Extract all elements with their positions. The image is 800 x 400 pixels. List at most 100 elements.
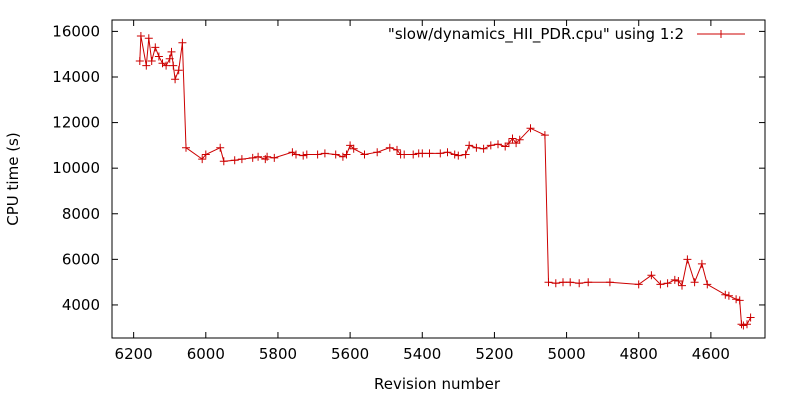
y-tick-label: 8000 — [62, 205, 100, 223]
data-point-marker — [690, 278, 699, 287]
data-point-marker — [454, 151, 463, 160]
data-point-marker — [512, 139, 521, 148]
data-point-marker — [409, 150, 418, 159]
data-point-marker — [263, 152, 272, 161]
data-point-marker — [634, 280, 643, 289]
series-line — [139, 35, 752, 327]
data-point-marker — [575, 279, 584, 288]
data-point-marker — [743, 320, 751, 329]
x-tick-label: 6000 — [187, 345, 225, 363]
data-point-marker — [443, 148, 452, 157]
x-tick-label: 4600 — [692, 345, 730, 363]
data-point-marker — [703, 280, 712, 289]
legend: "slow/dynamics_HII_PDR.cpu" using 1:2 — [388, 25, 745, 44]
y-tick-label: 4000 — [62, 296, 100, 314]
data-point-marker — [450, 150, 459, 159]
data-point-marker — [302, 150, 311, 159]
data-point-marker — [254, 152, 263, 161]
data-point-marker — [494, 140, 502, 149]
data-point-marker — [501, 142, 510, 151]
y-tick-label: 14000 — [52, 68, 100, 86]
data-point-marker — [313, 150, 322, 159]
data-point-marker — [373, 148, 382, 157]
data-point-marker — [216, 143, 225, 152]
data-point-marker — [219, 157, 228, 166]
data-point-marker — [504, 139, 513, 148]
data-point-marker — [400, 150, 409, 159]
data-point-marker — [136, 32, 145, 40]
legend-label: "slow/dynamics_HII_PDR.cpu" using 1:2 — [388, 25, 684, 44]
data-point-marker — [154, 52, 163, 61]
data-point-marker — [732, 295, 741, 304]
data-point-marker — [647, 271, 656, 280]
data-point-marker — [198, 155, 207, 164]
data-point-marker — [299, 151, 308, 160]
data-point-marker — [479, 144, 488, 153]
data-point-marker — [508, 134, 517, 143]
legend-marker — [717, 30, 725, 38]
data-point-marker — [165, 54, 174, 63]
data-point-marker — [342, 150, 351, 159]
data-point-marker — [182, 143, 190, 152]
data-point-marker — [461, 150, 470, 159]
data-point-marker — [331, 150, 340, 159]
data-point-marker — [721, 290, 730, 299]
data-point-marker — [270, 153, 279, 162]
data-point-marker — [544, 278, 553, 287]
data-point-marker — [171, 75, 180, 84]
data-point-marker — [237, 155, 246, 164]
data-point-marker — [174, 66, 183, 75]
data-point-marker — [230, 156, 239, 165]
data-point-marker — [515, 135, 524, 144]
data-point-marker — [201, 150, 210, 159]
x-axis-label: Revision number — [374, 375, 501, 393]
data-point-marker — [605, 278, 614, 287]
data-point-marker — [385, 143, 394, 152]
data-point-marker — [472, 143, 481, 152]
data-point-marker — [551, 279, 560, 288]
data-point-marker — [320, 149, 329, 158]
data-point-marker — [670, 275, 679, 284]
data-series — [135, 32, 755, 330]
tick-labels: 6200 6000 5800 5600 5400 5200 5000 4800 4600 4000… — [52, 22, 730, 363]
x-tick-label: 4800 — [620, 345, 658, 363]
data-point-marker — [678, 281, 686, 290]
data-point-marker — [465, 141, 474, 150]
data-point-marker — [674, 277, 683, 285]
y-tick-label: 16000 — [52, 22, 100, 40]
data-point-marker — [683, 255, 692, 264]
data-point-marker — [739, 321, 748, 330]
x-tick-label: 5400 — [403, 345, 441, 363]
data-point-marker — [135, 57, 144, 65]
data-point-marker — [169, 61, 178, 70]
data-point-marker — [584, 278, 593, 287]
plot-area-frame — [111, 19, 766, 339]
data-point-marker — [436, 149, 445, 158]
y-axis-label: CPU time (s) — [4, 132, 22, 225]
data-point-marker — [360, 150, 369, 159]
data-point-marker — [147, 57, 156, 65]
data-point-marker — [418, 149, 427, 158]
axis-ticks — [112, 20, 765, 338]
y-tick-label: 10000 — [52, 159, 100, 177]
data-point-marker — [425, 149, 434, 158]
data-point-marker — [559, 278, 567, 287]
data-point-marker — [346, 141, 355, 150]
data-point-marker — [697, 259, 706, 268]
x-tick-label: 5600 — [331, 345, 369, 363]
data-point-marker — [486, 141, 495, 150]
data-point-marker — [656, 280, 665, 289]
data-point-marker — [144, 34, 153, 43]
data-point-marker — [292, 150, 300, 159]
data-point-marker — [151, 43, 160, 52]
data-point-marker — [167, 47, 176, 56]
data-point-marker — [735, 296, 744, 305]
data-point-marker — [142, 61, 151, 70]
data-point-marker — [349, 144, 358, 153]
y-tick-label: 12000 — [52, 114, 100, 132]
data-point-marker — [540, 131, 549, 140]
data-point-marker — [526, 124, 535, 133]
data-point-marker — [162, 61, 171, 70]
data-point-marker — [178, 38, 187, 47]
